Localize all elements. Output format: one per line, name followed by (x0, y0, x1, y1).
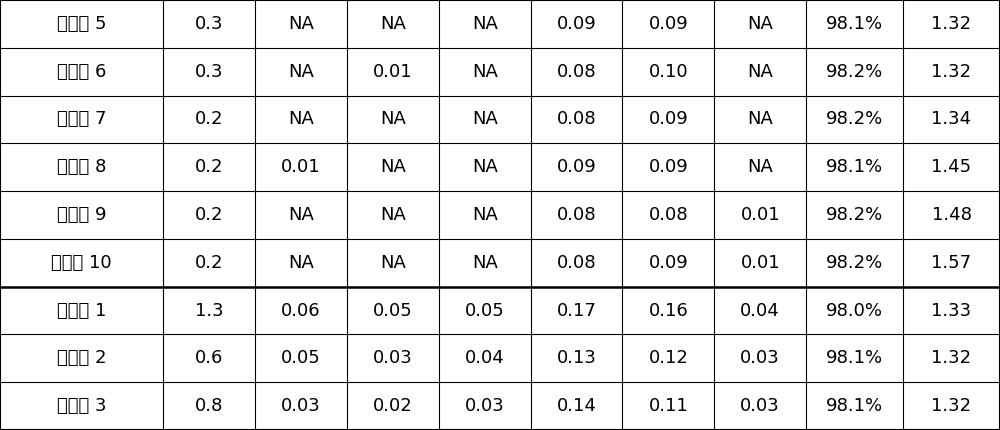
Text: 0.08: 0.08 (557, 63, 596, 81)
Text: 0.12: 0.12 (648, 349, 688, 367)
Text: 0.09: 0.09 (557, 15, 596, 33)
Text: 0.17: 0.17 (557, 301, 596, 319)
Text: NA: NA (747, 15, 773, 33)
Text: 0.01: 0.01 (373, 63, 413, 81)
Text: 0.09: 0.09 (557, 158, 596, 176)
Text: NA: NA (288, 254, 314, 272)
Text: 1.32: 1.32 (931, 349, 972, 367)
Text: 98.2%: 98.2% (826, 63, 883, 81)
Text: 98.1%: 98.1% (826, 349, 883, 367)
Text: NA: NA (380, 158, 406, 176)
Text: 1.32: 1.32 (931, 63, 972, 81)
Text: 98.1%: 98.1% (826, 158, 883, 176)
Text: 0.08: 0.08 (557, 254, 596, 272)
Text: 0.10: 0.10 (649, 63, 688, 81)
Text: 0.04: 0.04 (740, 301, 780, 319)
Text: 0.2: 0.2 (195, 206, 223, 224)
Text: 0.13: 0.13 (557, 349, 596, 367)
Text: 实施例 10: 实施例 10 (51, 254, 112, 272)
Text: 98.1%: 98.1% (826, 397, 883, 415)
Text: 0.09: 0.09 (648, 15, 688, 33)
Text: NA: NA (747, 158, 773, 176)
Text: 1.32: 1.32 (931, 15, 972, 33)
Text: 0.16: 0.16 (648, 301, 688, 319)
Text: 1.57: 1.57 (931, 254, 972, 272)
Text: 98.2%: 98.2% (826, 254, 883, 272)
Text: NA: NA (288, 15, 314, 33)
Text: 0.03: 0.03 (281, 397, 321, 415)
Text: 1.45: 1.45 (931, 158, 972, 176)
Text: 0.03: 0.03 (740, 349, 780, 367)
Text: NA: NA (472, 111, 498, 129)
Text: 0.08: 0.08 (649, 206, 688, 224)
Text: 0.2: 0.2 (195, 254, 223, 272)
Text: 0.08: 0.08 (557, 111, 596, 129)
Text: 0.11: 0.11 (648, 397, 688, 415)
Text: 0.8: 0.8 (195, 397, 223, 415)
Text: 0.05: 0.05 (373, 301, 413, 319)
Text: 98.2%: 98.2% (826, 206, 883, 224)
Text: 实施例 7: 实施例 7 (57, 111, 106, 129)
Text: 0.06: 0.06 (281, 301, 321, 319)
Text: 0.2: 0.2 (195, 158, 223, 176)
Text: NA: NA (472, 254, 498, 272)
Text: 1.32: 1.32 (931, 397, 972, 415)
Text: NA: NA (747, 111, 773, 129)
Text: NA: NA (380, 15, 406, 33)
Text: NA: NA (288, 63, 314, 81)
Text: NA: NA (288, 206, 314, 224)
Text: 98.0%: 98.0% (826, 301, 883, 319)
Text: 0.05: 0.05 (281, 349, 321, 367)
Text: 1.48: 1.48 (932, 206, 972, 224)
Text: 实施例 6: 实施例 6 (57, 63, 106, 81)
Text: 0.2: 0.2 (195, 111, 223, 129)
Text: NA: NA (288, 111, 314, 129)
Text: 0.05: 0.05 (465, 301, 505, 319)
Text: NA: NA (380, 111, 406, 129)
Text: 0.03: 0.03 (465, 397, 505, 415)
Text: 0.09: 0.09 (648, 254, 688, 272)
Text: NA: NA (380, 206, 406, 224)
Text: 0.03: 0.03 (373, 349, 413, 367)
Text: 0.01: 0.01 (740, 254, 780, 272)
Text: 1.33: 1.33 (931, 301, 972, 319)
Text: 0.09: 0.09 (648, 158, 688, 176)
Text: 0.09: 0.09 (648, 111, 688, 129)
Text: 0.6: 0.6 (195, 349, 223, 367)
Text: 98.2%: 98.2% (826, 111, 883, 129)
Text: 1.3: 1.3 (195, 301, 223, 319)
Text: 0.03: 0.03 (740, 397, 780, 415)
Text: 对比例 2: 对比例 2 (57, 349, 106, 367)
Text: 0.14: 0.14 (557, 397, 596, 415)
Text: NA: NA (472, 63, 498, 81)
Text: 实施例 8: 实施例 8 (57, 158, 106, 176)
Text: 实施例 9: 实施例 9 (57, 206, 106, 224)
Text: 对比例 3: 对比例 3 (57, 397, 106, 415)
Text: NA: NA (747, 63, 773, 81)
Text: 0.04: 0.04 (465, 349, 505, 367)
Text: 0.3: 0.3 (195, 63, 223, 81)
Text: 0.02: 0.02 (373, 397, 413, 415)
Text: 0.01: 0.01 (281, 158, 321, 176)
Text: 对比例 1: 对比例 1 (57, 301, 106, 319)
Text: NA: NA (380, 254, 406, 272)
Text: NA: NA (472, 158, 498, 176)
Text: NA: NA (472, 206, 498, 224)
Text: 实施例 5: 实施例 5 (57, 15, 106, 33)
Text: NA: NA (472, 15, 498, 33)
Text: 0.3: 0.3 (195, 15, 223, 33)
Text: 0.08: 0.08 (557, 206, 596, 224)
Text: 98.1%: 98.1% (826, 15, 883, 33)
Text: 1.34: 1.34 (931, 111, 972, 129)
Text: 0.01: 0.01 (740, 206, 780, 224)
